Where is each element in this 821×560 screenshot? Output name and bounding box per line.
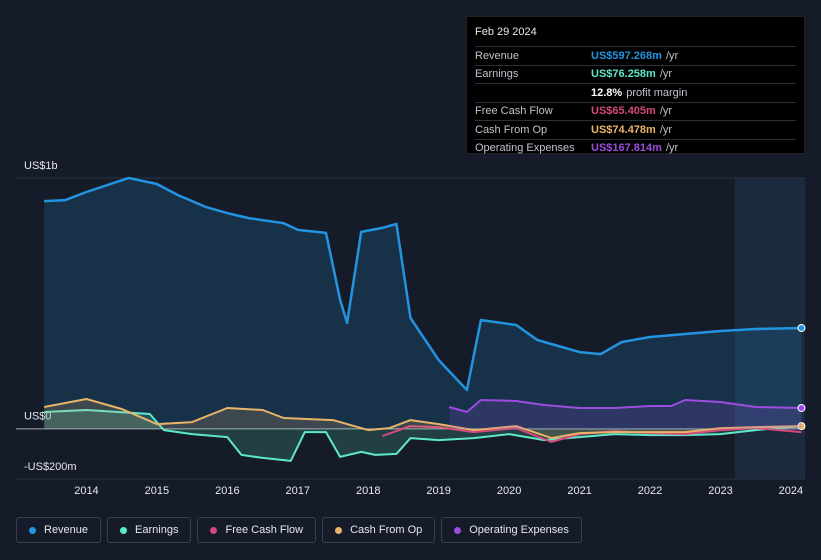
area xyxy=(449,400,802,429)
line xyxy=(44,176,802,392)
line xyxy=(44,409,802,462)
area xyxy=(44,410,802,461)
tooltip-row: Revenue US$597.268m/yr xyxy=(475,46,796,65)
x-tick-label: 2023 xyxy=(708,485,732,497)
legend-dot xyxy=(29,526,36,534)
y-tick-label: -US$200m xyxy=(24,461,77,473)
tooltip-unit: profit margin xyxy=(626,86,688,99)
legend-label: Operating Expenses xyxy=(469,524,569,536)
end-dot xyxy=(797,323,806,332)
tooltip-label: Free Cash Flow xyxy=(475,105,553,118)
tooltip-unit: /yr xyxy=(659,68,673,81)
legend-item[interactable]: Cash From Op xyxy=(322,517,436,543)
x-tick-label: 2018 xyxy=(356,485,380,497)
legend: Revenue Earnings Free Cash Flow Cash From O… xyxy=(16,517,582,543)
tooltip-unit: /yr xyxy=(665,49,679,62)
tooltip-value: US$65.405m xyxy=(591,105,656,118)
tooltip-label: Earnings xyxy=(475,68,519,81)
tooltip-unit: /yr xyxy=(659,105,673,118)
legend-item[interactable]: Free Cash Flow xyxy=(197,517,317,543)
x-tick-label: 2024 xyxy=(779,485,803,497)
tooltip-row: Earnings US$76.258m/yr xyxy=(475,64,796,84)
tooltip-date: Feb 29 2024 xyxy=(475,26,537,38)
tooltip-value: US$76.258m xyxy=(591,68,656,81)
legend-dot xyxy=(335,526,343,534)
line xyxy=(44,398,802,440)
legend-label: Revenue xyxy=(44,524,89,536)
end-dot xyxy=(797,404,806,413)
legend-dot xyxy=(120,526,128,534)
x-tick-label: 2022 xyxy=(638,485,662,497)
tooltip-label: Operating Expenses xyxy=(475,142,575,155)
tooltip-value: US$597.268m xyxy=(591,49,662,62)
tooltip-row: Cash From Op US$74.478m/yr xyxy=(475,120,796,139)
x-tick-label: 2020 xyxy=(497,485,521,497)
area xyxy=(44,178,802,429)
x-tick-label: 2017 xyxy=(286,485,310,497)
tooltip-row: Operating Expenses US$167.814m/yr xyxy=(475,138,796,158)
x-tick-label: 2021 xyxy=(567,485,591,497)
tooltip: Feb 29 2024 Revenue US$597.268m/yr Earnings… xyxy=(466,16,805,154)
legend-label: Cash From Op xyxy=(350,524,423,536)
y-tick-label: US$0 xyxy=(24,411,52,423)
legend-item[interactable]: Earnings xyxy=(107,517,192,543)
legend-label: Earnings xyxy=(135,524,179,536)
x-tick-label: 2016 xyxy=(215,485,239,497)
tooltip-value: 12.8% xyxy=(591,86,623,99)
tooltip-row: 12.8% profit margin xyxy=(475,83,796,102)
legend-dot xyxy=(454,526,462,534)
x-tick-label: 2019 xyxy=(426,485,450,497)
tooltip-value: US$74.478m xyxy=(591,123,656,136)
tooltip-value: US$167.814m xyxy=(591,142,662,155)
tooltip-unit: /yr xyxy=(659,123,673,136)
tooltip-label: Revenue xyxy=(475,49,520,62)
x-tick-label: 2014 xyxy=(74,485,98,497)
y-tick-label: US$1b xyxy=(24,160,58,172)
line xyxy=(448,399,802,413)
end-dot xyxy=(797,422,806,431)
tooltip-row: Free Cash Flow US$65.405m/yr xyxy=(475,101,796,121)
tooltip-unit: /yr xyxy=(665,142,679,155)
legend-item[interactable]: Operating Expenses xyxy=(441,517,582,543)
tooltip-label: Cash From Op xyxy=(475,123,548,136)
legend-label: Free Cash Flow xyxy=(225,524,304,536)
legend-dot xyxy=(210,526,218,534)
x-tick-label: 2015 xyxy=(145,485,169,497)
legend-item[interactable]: Revenue xyxy=(16,517,102,543)
